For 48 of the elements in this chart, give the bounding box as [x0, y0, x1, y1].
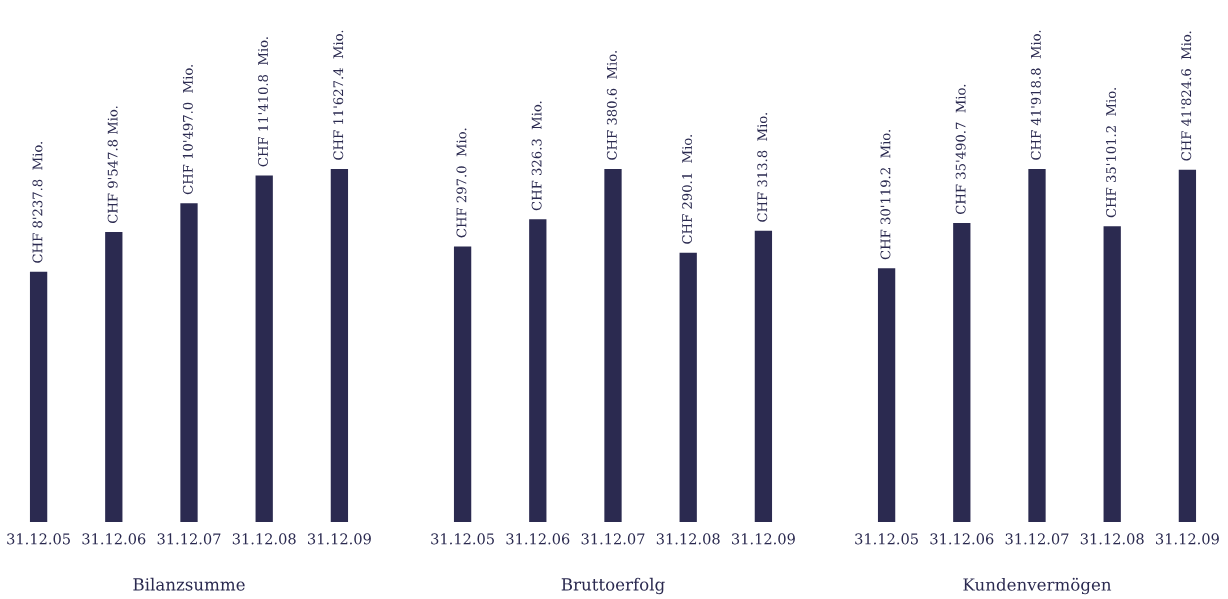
x-axis-title: Bruttoerfolg [561, 577, 665, 595]
data-label: CHF 313.8 Mio. [757, 113, 768, 222]
bar [330, 168, 349, 522]
bar [679, 252, 697, 522]
data-label: CHF 30'119.2 Mio. [880, 130, 891, 260]
x-tick-label: 31.12.07 [1005, 533, 1069, 545]
data-label: CHF 290.1 Mio. [682, 135, 693, 244]
bar [529, 219, 547, 522]
bar [255, 175, 273, 522]
data-label: CHF 9'547.8 Mio. [107, 106, 118, 223]
x-tick-label: 31.12.07 [157, 533, 221, 545]
bar [1103, 226, 1121, 522]
data-label: CHF 41'824.6 Mio. [1181, 31, 1192, 161]
x-tick-label: 31.12.09 [1156, 533, 1219, 545]
x-tick-label: 31.12.09 [308, 533, 371, 545]
data-label: CHF 35'101.2 Mio. [1106, 88, 1117, 218]
x-tick-label: 31.12.05 [7, 533, 70, 545]
bar [1028, 168, 1046, 522]
bar [105, 232, 123, 522]
data-label: CHF 10'497.0 Mio. [182, 64, 193, 195]
x-tick-label: 31.12.09 [732, 533, 795, 545]
data-label: CHF 11'410.8 Mio. [258, 37, 269, 167]
x-tick-label: 31.12.08 [1080, 533, 1144, 545]
x-axis-title: Kundenvermögen [963, 577, 1112, 595]
data-label: CHF 35'490.7 Mio. [955, 84, 966, 214]
bar [453, 246, 472, 522]
x-tick-label: 31.12.06 [930, 533, 994, 545]
bar [953, 223, 971, 522]
data-label: CHF 11'627.4 Mio. [333, 30, 344, 160]
x-tick-label: 31.12.05 [855, 533, 918, 545]
bar [754, 230, 773, 522]
data-label: CHF 8'237.8 Mio. [32, 141, 43, 263]
data-label: CHF 380.6 Mio. [606, 51, 617, 160]
x-tick-label: 31.12.07 [581, 533, 645, 545]
bar [29, 271, 48, 522]
data-label: CHF 326.3 Mio. [531, 101, 542, 211]
bar [604, 168, 622, 522]
x-tick-label: 31.12.08 [232, 533, 296, 545]
x-tick-label: 31.12.06 [506, 533, 570, 545]
data-label: CHF 41'918.8 Mio. [1030, 30, 1041, 160]
bar [1178, 169, 1197, 522]
bar [180, 203, 198, 522]
x-tick-label: 31.12.06 [82, 533, 146, 545]
x-tick-label: 31.12.05 [431, 533, 494, 545]
x-tick-label: 31.12.08 [656, 533, 720, 545]
data-label: CHF 297.0 Mio. [456, 128, 467, 238]
bar [877, 268, 896, 522]
x-axis-title: Bilanzsumme [133, 577, 245, 591]
